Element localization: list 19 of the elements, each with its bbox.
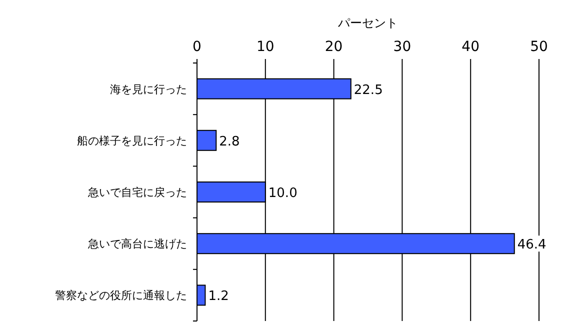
bar xyxy=(196,284,206,306)
bar xyxy=(196,130,217,151)
data-label: 2.8 xyxy=(219,134,240,150)
y-tick-label: 警察などの役所に通報した xyxy=(55,289,187,302)
data-label: 10.0 xyxy=(268,186,298,201)
y-tick-label: 海を見に行った xyxy=(110,82,187,96)
data-label: 1.2 xyxy=(208,289,229,304)
data-label: 46.4 xyxy=(517,238,546,253)
x-tick-label: 50 xyxy=(530,39,548,55)
y-tick-label: 急いで自宅に戻った xyxy=(87,186,187,199)
x-tick-label: 20 xyxy=(324,39,343,55)
x-axis-title: パーセント xyxy=(337,16,398,30)
y-tick-label: 急いで高台に逃げた xyxy=(87,238,187,251)
x-tick-label: 10 xyxy=(256,39,274,55)
x-tick-label: 30 xyxy=(393,39,412,55)
data-label: 22.5 xyxy=(354,82,383,98)
x-tick-label: 0 xyxy=(192,39,202,55)
x-tick-label: 40 xyxy=(462,39,480,55)
y-tick-label: 船の様子を見に行った xyxy=(77,134,187,148)
